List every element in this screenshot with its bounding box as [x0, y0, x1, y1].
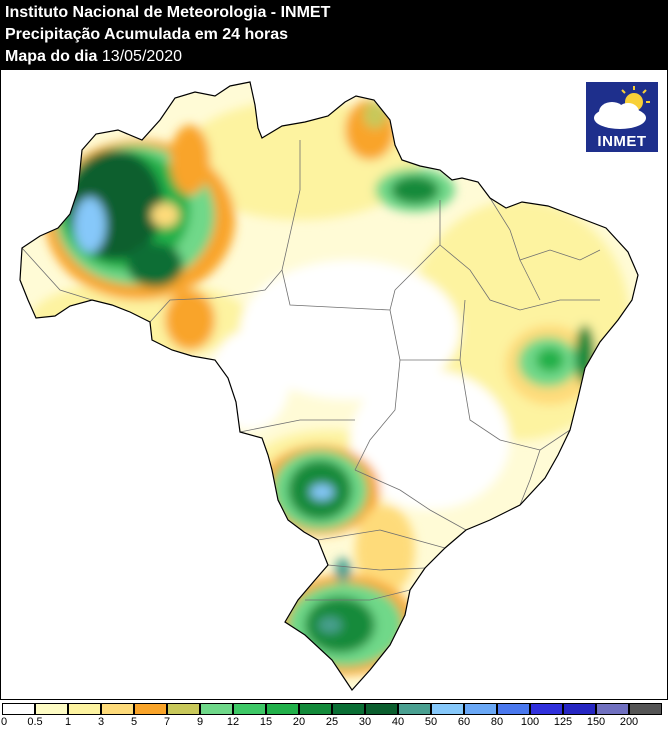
- precip-legend: 0 0.5 1 3 5 7 9 12 15 20 25 30 40 50 60 80 100 125 150 200: [0, 703, 668, 731]
- legend-swatch: [497, 703, 530, 715]
- legend-label: 15: [259, 716, 273, 728]
- legend-label: 0: [0, 716, 8, 728]
- legend-swatch: [398, 703, 431, 715]
- legend-label: 100: [520, 716, 540, 728]
- map-header: Instituto Nacional de Meteorologia - INM…: [0, 0, 668, 70]
- legend-label: 50: [424, 716, 438, 728]
- legend-label: 40: [391, 716, 405, 728]
- brazil-precip-fill: [20, 82, 638, 690]
- legend-label: 7: [163, 716, 171, 728]
- legend-swatch: [332, 703, 365, 715]
- legend-label: 25: [325, 716, 339, 728]
- legend-swatch: [35, 703, 68, 715]
- legend-label: 150: [586, 716, 606, 728]
- legend-swatch: [134, 703, 167, 715]
- state-borders: [21, 140, 601, 601]
- legend-swatch: [596, 703, 629, 715]
- legend-label: 125: [553, 716, 573, 728]
- legend-swatch: [464, 703, 497, 715]
- legend-label: 30: [358, 716, 372, 728]
- legend-label: 200: [619, 716, 639, 728]
- legend-swatch: [233, 703, 266, 715]
- institute-title: Instituto Nacional de Meteorologia - INM…: [5, 4, 331, 21]
- legend-label: 60: [457, 716, 471, 728]
- legend-swatch: [200, 703, 233, 715]
- inmet-logo: INMET: [586, 82, 658, 152]
- legend-swatch: [68, 703, 101, 715]
- legend-swatch: [431, 703, 464, 715]
- map-date: 13/05/2020: [101, 48, 182, 65]
- legend-swatch: [365, 703, 398, 715]
- map-subtitle: Precipitação Acumulada em 24 horas: [5, 26, 289, 43]
- precipitation-map: [19, 81, 639, 691]
- legend-label: 3: [97, 716, 105, 728]
- legend-swatch: [530, 703, 563, 715]
- legend-swatch: [101, 703, 134, 715]
- legend-swatch: [629, 703, 662, 715]
- legend-label: 20: [292, 716, 306, 728]
- map-date-line: Mapa do dia 13/05/2020: [5, 47, 182, 67]
- legend-label: 80: [490, 716, 504, 728]
- legend-label: 1: [64, 716, 72, 728]
- legend-swatch: [563, 703, 596, 715]
- sun-cloud-icon: [594, 86, 650, 129]
- legend-label: 9: [196, 716, 204, 728]
- legend-swatch: [299, 703, 332, 715]
- legend-swatch: [167, 703, 200, 715]
- legend-swatch: [2, 703, 35, 715]
- legend-swatch: [266, 703, 299, 715]
- legend-label: 12: [226, 716, 240, 728]
- logo-text: INMET: [597, 133, 647, 150]
- map-date-label: Mapa do dia: [5, 48, 98, 65]
- legend-label: 0.5: [27, 716, 43, 728]
- legend-label: 5: [130, 716, 138, 728]
